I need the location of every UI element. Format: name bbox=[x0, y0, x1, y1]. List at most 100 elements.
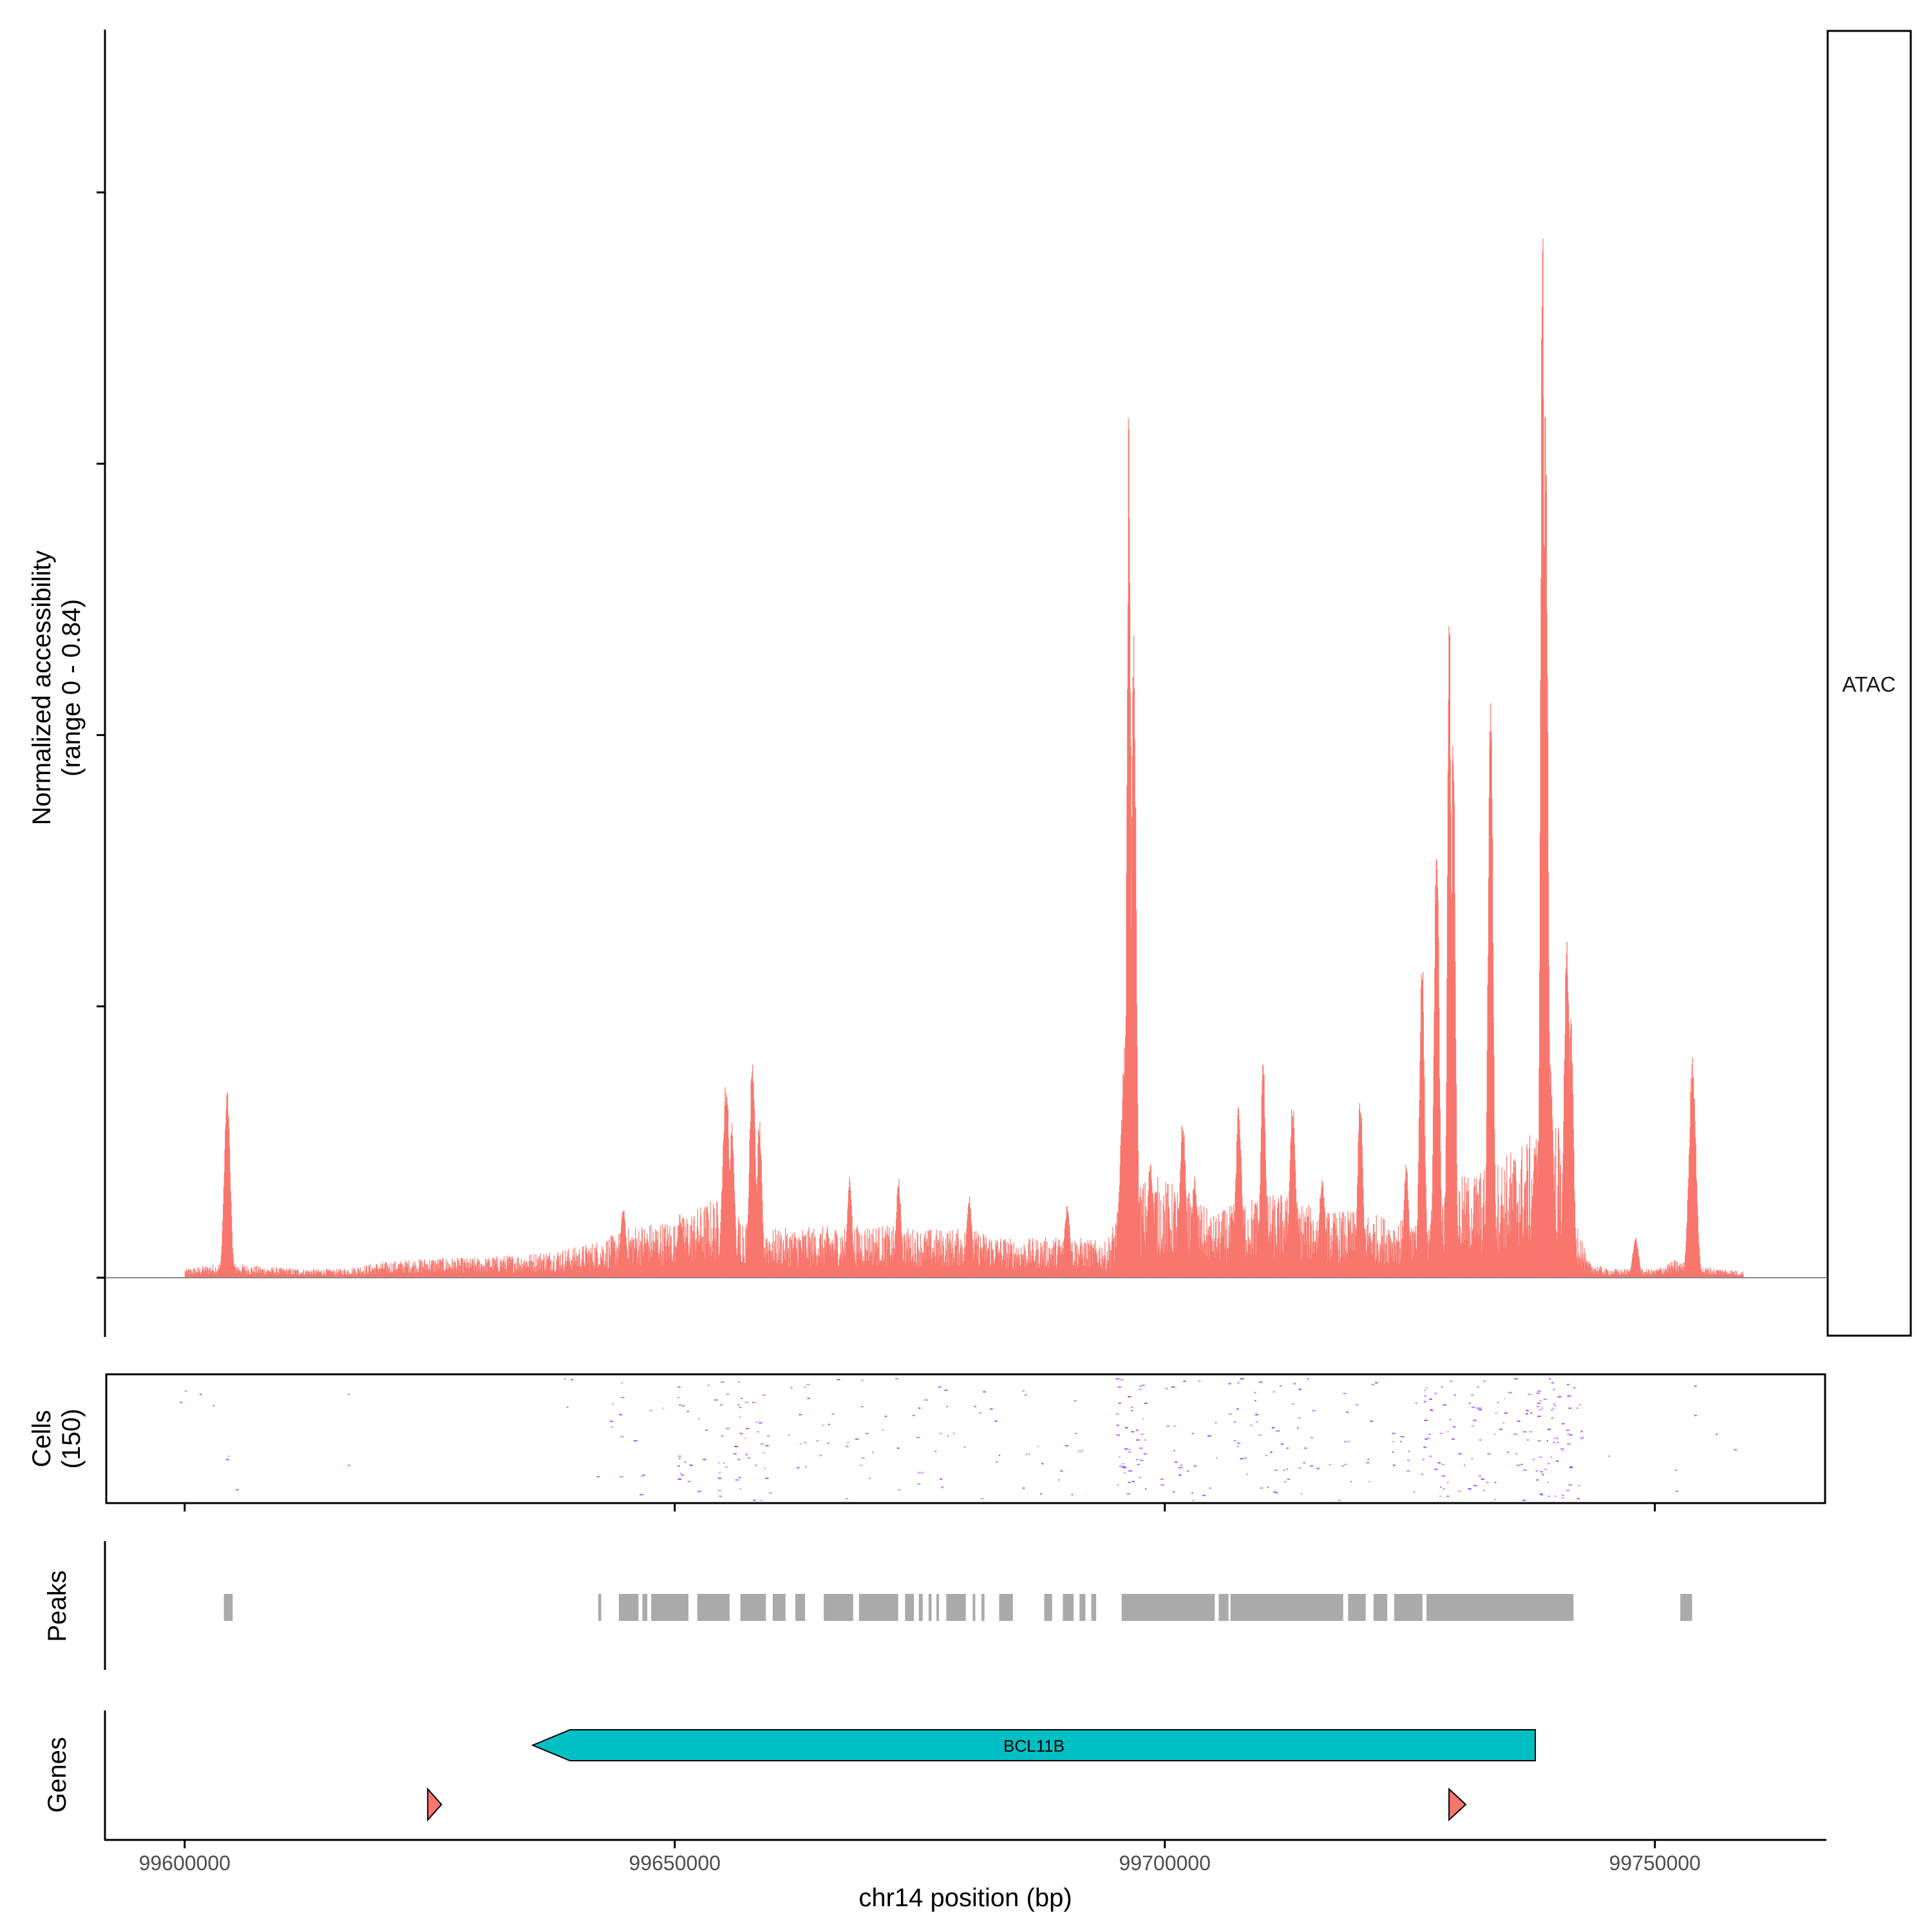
coverage-bar bbox=[1555, 1229, 1557, 1278]
coverage-bar bbox=[1035, 1256, 1036, 1278]
coverage-bar bbox=[488, 1258, 489, 1278]
coverage-bar bbox=[256, 1265, 258, 1278]
coverage-bar bbox=[498, 1271, 500, 1278]
coverage-bar bbox=[1649, 1275, 1651, 1278]
coverage-bar bbox=[472, 1259, 473, 1278]
coverage-bar bbox=[377, 1270, 379, 1278]
coverage-bar bbox=[683, 1219, 685, 1278]
coverage-bar bbox=[276, 1275, 278, 1278]
coverage-bar bbox=[605, 1253, 606, 1278]
coverage-bar bbox=[790, 1236, 791, 1278]
cell-fragment bbox=[938, 1386, 942, 1388]
coverage-bar bbox=[1422, 979, 1423, 1278]
coverage-bar bbox=[444, 1270, 446, 1278]
cell-fragment bbox=[734, 1446, 739, 1448]
coverage-bar bbox=[690, 1225, 692, 1278]
coverage-bar bbox=[222, 1230, 223, 1278]
coverage-bar bbox=[674, 1226, 676, 1278]
coverage-bar bbox=[1696, 1182, 1698, 1278]
coverage-bar bbox=[776, 1262, 777, 1278]
coverage-bar bbox=[991, 1240, 992, 1278]
coverage-bar bbox=[1406, 1172, 1408, 1278]
coverage-bar bbox=[746, 1247, 748, 1278]
coverage-bar bbox=[1520, 1160, 1522, 1278]
coverage-bar bbox=[746, 1227, 748, 1278]
coverage-bar bbox=[583, 1265, 585, 1278]
cell-fragment bbox=[1560, 1448, 1564, 1450]
cell-fragment bbox=[1115, 1413, 1119, 1415]
coverage-bar bbox=[1316, 1253, 1318, 1278]
coverage-bar bbox=[202, 1265, 204, 1278]
coverage-bar bbox=[1258, 1220, 1260, 1278]
cell-fragment bbox=[1494, 1481, 1497, 1483]
coverage-bar bbox=[1178, 1208, 1179, 1278]
coverage-bar bbox=[1256, 1201, 1258, 1278]
coverage-bar bbox=[734, 1191, 735, 1278]
coverage-bar bbox=[1046, 1241, 1048, 1278]
coverage-bar bbox=[824, 1240, 826, 1278]
coverage-bar bbox=[194, 1274, 196, 1278]
coverage-bar bbox=[858, 1233, 860, 1278]
coverage-bar bbox=[610, 1260, 611, 1278]
coverage-bar bbox=[1676, 1262, 1678, 1278]
coverage-bar bbox=[1526, 1229, 1527, 1278]
coverage-bar bbox=[1465, 1214, 1466, 1278]
coverage-bar bbox=[1248, 1244, 1249, 1278]
cell-fragment bbox=[1140, 1459, 1144, 1461]
coverage-bar bbox=[1012, 1268, 1014, 1278]
coverage-bar bbox=[341, 1274, 343, 1278]
coverage-bar bbox=[1051, 1264, 1052, 1278]
coverage-bar bbox=[1558, 1128, 1559, 1278]
coverage-bar bbox=[522, 1267, 524, 1278]
coverage-bar bbox=[1416, 1249, 1417, 1278]
cell-fragment bbox=[1171, 1386, 1175, 1388]
coverage-bar bbox=[1255, 1253, 1256, 1278]
coverage-bar bbox=[1180, 1142, 1182, 1278]
coverage-bar bbox=[1063, 1240, 1065, 1278]
cell-fragment bbox=[790, 1387, 793, 1388]
coverage-bar bbox=[1083, 1266, 1084, 1278]
cell-fragment bbox=[1533, 1459, 1535, 1461]
cell-fragment bbox=[1316, 1468, 1320, 1470]
coverage-bar bbox=[551, 1269, 553, 1278]
coverage-bar bbox=[1656, 1271, 1658, 1278]
coverage-bar bbox=[1000, 1238, 1001, 1278]
coverage-bar bbox=[651, 1240, 652, 1278]
coverage-bar bbox=[1025, 1249, 1027, 1278]
coverage-bar bbox=[232, 1253, 234, 1278]
coverage-bar bbox=[1537, 1180, 1539, 1278]
coverage-bar bbox=[657, 1239, 658, 1278]
coverage-bar bbox=[366, 1266, 368, 1278]
cell-fragment bbox=[737, 1404, 740, 1406]
coverage-bar bbox=[1736, 1271, 1738, 1278]
coverage-bar bbox=[204, 1271, 205, 1278]
coverage-bar bbox=[1325, 1232, 1326, 1278]
coverage-bar bbox=[840, 1238, 842, 1278]
cell-fragment bbox=[1504, 1397, 1506, 1399]
coverage-bar bbox=[495, 1260, 497, 1278]
coverage-bar bbox=[1631, 1257, 1633, 1278]
coverage-bar bbox=[1558, 1209, 1560, 1278]
coverage-bar bbox=[654, 1251, 655, 1278]
coverage-bar bbox=[1533, 1171, 1535, 1278]
cell-fragment bbox=[1473, 1419, 1477, 1421]
coverage-bar bbox=[1629, 1272, 1631, 1278]
coverage-bar bbox=[808, 1227, 810, 1278]
coverage-bar bbox=[1206, 1208, 1208, 1278]
coverage-bar bbox=[1014, 1255, 1016, 1278]
coverage-bar bbox=[724, 1105, 725, 1278]
cell-fragment bbox=[697, 1490, 701, 1492]
coverage-bar bbox=[1209, 1226, 1211, 1278]
coverage-bar bbox=[1177, 1193, 1178, 1278]
cell-fragment bbox=[1538, 1456, 1542, 1458]
coverage-bar bbox=[361, 1272, 362, 1278]
cell-fragment bbox=[1181, 1467, 1183, 1469]
coverage-bar bbox=[296, 1274, 298, 1278]
coverage-bar bbox=[516, 1258, 518, 1278]
coverage-bar bbox=[211, 1270, 213, 1278]
coverage-bar bbox=[652, 1231, 654, 1278]
coverage-bar bbox=[999, 1253, 1001, 1278]
coverage-bar bbox=[237, 1267, 238, 1278]
coverage-bar bbox=[637, 1264, 638, 1278]
coverage-bar bbox=[402, 1265, 404, 1278]
